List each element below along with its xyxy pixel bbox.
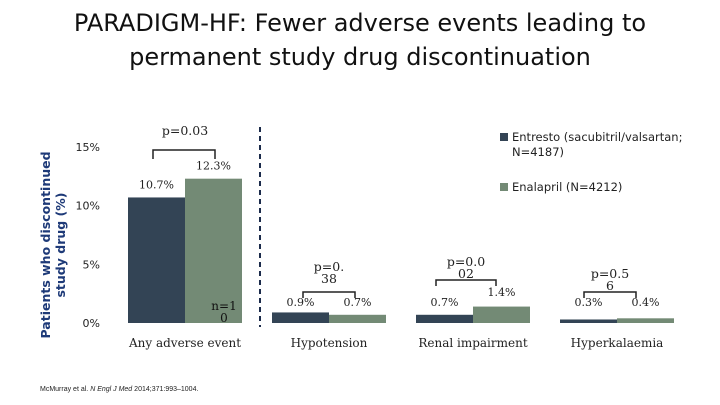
p-value-annotations: p=0.03 p=0. 38 p=0.0 02 p=0.5 6 bbox=[152, 123, 637, 298]
p-value-bracket bbox=[435, 279, 497, 286]
category-label: Hypotension bbox=[291, 336, 368, 350]
legend-item-enalapril: Enalapril (N=4212) bbox=[500, 180, 710, 195]
citation-ref: 2014;371:993–1004. bbox=[134, 386, 199, 393]
p-value-bracket bbox=[583, 291, 637, 298]
p-value-line: p=0. bbox=[314, 259, 344, 274]
bar-value-label: 0.7% bbox=[344, 296, 372, 309]
title-line-2: permanent study drug discontinuation bbox=[129, 43, 591, 71]
bar-value-label: 0.4% bbox=[632, 296, 660, 309]
bar-entresto bbox=[416, 314, 473, 323]
annotation-label: n=1 0 bbox=[211, 299, 236, 325]
legend-label-enalapril: Enalapril (N=4212) bbox=[512, 180, 622, 195]
bar-enalapril bbox=[473, 306, 530, 323]
legend-item-entresto: Entresto (sacubitril/valsartan; N=4187) bbox=[500, 130, 710, 160]
category-label: Hyperkalaemia bbox=[571, 336, 664, 350]
category-labels: Any adverse event Hypotension Renal impair… bbox=[128, 336, 663, 350]
bar-entresto bbox=[272, 312, 329, 323]
bar-value-label: 0.7% bbox=[431, 296, 459, 309]
y-tick-label: 5% bbox=[83, 258, 100, 271]
annotation-line: 0 bbox=[220, 311, 228, 325]
p-value-bracket bbox=[152, 149, 216, 159]
legend: Entresto (sacubitril/valsartan; N=4187) … bbox=[500, 130, 710, 215]
p-value-bracket bbox=[302, 291, 356, 298]
p-value-label: p=0.5 6 bbox=[591, 266, 629, 293]
y-axis-ticks: 0% 5% 10% 15% bbox=[76, 141, 100, 330]
p-value-line: p=0.5 bbox=[591, 266, 629, 281]
bar-value-label: 1.4% bbox=[488, 286, 516, 299]
bar-value-label: 12.3% bbox=[196, 160, 231, 173]
y-axis-label-line: study drug (%) bbox=[53, 192, 68, 297]
y-tick-label: 0% bbox=[83, 317, 100, 330]
chart-title: PARADIGM-HF: Fewer adverse events leadin… bbox=[40, 6, 680, 74]
extra-annotations: n=1 0 bbox=[211, 299, 236, 325]
bar-entresto bbox=[128, 197, 185, 323]
citation: McMurray et al. N Engl J Med 2014;371:99… bbox=[40, 386, 198, 393]
legend-swatch-enalapril bbox=[500, 183, 508, 191]
p-value-label: p=0. 38 bbox=[314, 259, 344, 286]
legend-label-enalapril-line-1: Enalapril (N=4212) bbox=[512, 180, 623, 194]
bar-enalapril bbox=[329, 314, 386, 323]
bar-value-label: 0.9% bbox=[287, 296, 315, 309]
y-tick-label: 15% bbox=[76, 141, 100, 154]
bar-enalapril bbox=[185, 178, 242, 323]
p-value-line: 6 bbox=[606, 278, 614, 293]
bar-value-label: 0.3% bbox=[575, 296, 603, 309]
bar-entresto bbox=[560, 319, 617, 323]
y-axis-label-text: Patients who discontinuedstudy drug (%) bbox=[38, 151, 68, 338]
y-axis-label-line: Patients who discontinued bbox=[38, 151, 53, 338]
bar-enalapril bbox=[617, 318, 674, 323]
legend-label-entresto-line-2: N=4187) bbox=[512, 145, 564, 159]
category-label: Renal impairment bbox=[418, 336, 528, 350]
citation-authors: McMurray et al. bbox=[40, 386, 89, 393]
legend-label-entresto: Entresto (sacubitril/valsartan; N=4187) bbox=[512, 130, 682, 160]
category-label: Any adverse event bbox=[128, 336, 241, 350]
annotation-line: n=1 bbox=[211, 299, 236, 313]
p-value-line: p=0.03 bbox=[162, 123, 208, 138]
y-tick-label: 10% bbox=[76, 200, 100, 213]
y-axis-label: Patients who discontinuedstudy drug (%) bbox=[38, 151, 68, 338]
legend-label-entresto-line-1: Entresto (sacubitril/valsartan; bbox=[512, 130, 683, 144]
p-value-label: p=0.0 02 bbox=[447, 254, 485, 281]
legend-swatch-entresto bbox=[500, 133, 508, 141]
p-value-line: 02 bbox=[458, 266, 474, 281]
p-value-label: p=0.03 bbox=[162, 123, 208, 138]
p-value-line: 38 bbox=[321, 271, 337, 286]
title-line-1: PARADIGM-HF: Fewer adverse events leadin… bbox=[73, 9, 647, 37]
bars: 10.7% 12.3% 0.9% 0.7% 0.7% 1.4% 0.3% 0.4% bbox=[128, 160, 674, 323]
citation-journal: N Engl J Med bbox=[90, 386, 133, 393]
bar-value-label: 10.7% bbox=[139, 178, 174, 191]
p-value-line: p=0.0 bbox=[447, 254, 485, 269]
